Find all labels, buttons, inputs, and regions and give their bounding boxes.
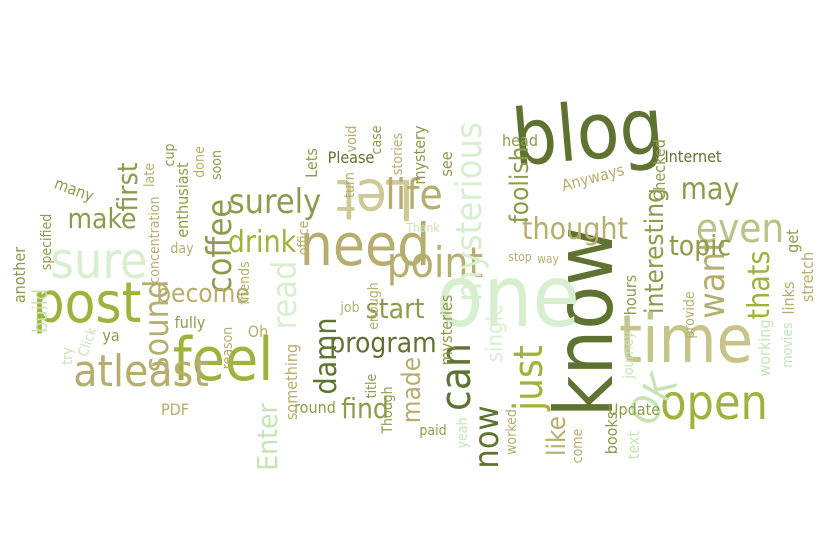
word-thought: thought xyxy=(521,212,629,247)
word-like: like xyxy=(542,415,572,457)
word-make: make xyxy=(67,202,137,235)
word-friends: friends xyxy=(237,261,253,305)
word-void: void xyxy=(344,125,360,153)
word-come: come xyxy=(570,428,586,464)
word-just: just xyxy=(506,345,552,411)
word-mysteries: mysteries xyxy=(437,294,456,366)
word-enthusiast: enthusiast xyxy=(173,162,192,238)
word-feel: feel xyxy=(172,325,274,395)
word-text: text xyxy=(624,430,643,460)
word-movies: movies xyxy=(780,322,796,368)
word-please: Please xyxy=(327,148,375,167)
word-foolish: foolish xyxy=(505,146,535,224)
word-start: start xyxy=(365,292,425,325)
word-drink: drink xyxy=(227,225,297,260)
word-many: many xyxy=(51,173,97,206)
word-mystery: mystery xyxy=(410,125,429,185)
word-read: read xyxy=(265,260,305,330)
word-made: made xyxy=(397,356,427,424)
word-round: round xyxy=(294,398,336,417)
word-late: late xyxy=(142,163,158,187)
word-time: time xyxy=(618,301,754,378)
word-day: day xyxy=(170,241,194,257)
word-paid: paid xyxy=(419,423,447,439)
word-reason: reason xyxy=(220,326,236,370)
word-update: Update xyxy=(607,400,661,419)
word-journey: journey xyxy=(621,331,637,379)
word-sure: sure xyxy=(50,232,148,290)
word-find: find xyxy=(341,392,389,425)
word-though: Though xyxy=(380,386,396,434)
word-enter: Enter xyxy=(251,403,284,471)
word-job: job xyxy=(340,300,360,316)
word-stretch: stretch xyxy=(798,251,817,303)
word-lets: Lets xyxy=(302,148,321,178)
word-done: done xyxy=(192,146,208,178)
word-pdf: PDF xyxy=(160,400,190,419)
word-case: case xyxy=(369,125,385,155)
word-another: another xyxy=(10,246,29,304)
word-mysterious: mysterious xyxy=(449,122,490,302)
word-cup: cup xyxy=(162,143,178,167)
word-oh: Oh xyxy=(247,322,269,341)
word-one: one xyxy=(436,247,580,347)
word-yeah: yeah xyxy=(455,417,471,449)
word-concentration: concentration xyxy=(147,196,163,284)
word-stop: stop xyxy=(508,250,532,264)
word-atleast: atleast xyxy=(73,346,209,397)
word-soon: soon xyxy=(209,150,225,180)
word-program: program xyxy=(329,326,437,359)
word-ya: ya xyxy=(102,326,120,345)
word-may: may xyxy=(680,172,740,207)
word-open: open xyxy=(660,375,768,431)
word-thank: Thank xyxy=(406,221,440,235)
word-provide: provide xyxy=(682,291,698,339)
word-try: try xyxy=(60,347,76,365)
word-hours: hours xyxy=(621,274,640,316)
word-single: single xyxy=(483,303,508,363)
word-office: office xyxy=(296,220,312,256)
word-need: need xyxy=(299,211,431,279)
word-something: something xyxy=(282,343,301,421)
word-turn: turn xyxy=(342,172,358,198)
word-post: post xyxy=(32,271,142,336)
word-specified: specified xyxy=(39,213,55,271)
word-get: get xyxy=(783,229,802,253)
word-way: way xyxy=(537,252,559,266)
word-thats: thats xyxy=(742,250,777,320)
word-working: working xyxy=(755,319,774,377)
word-topic: topic xyxy=(668,229,732,262)
word-life: life xyxy=(385,170,443,219)
word-worked: worked xyxy=(504,409,520,455)
word-interesting: interesting xyxy=(640,188,670,314)
word-even: even xyxy=(695,206,785,252)
word-fully: fully xyxy=(174,313,206,332)
word-see: see xyxy=(437,151,456,177)
word-stories: stories xyxy=(390,132,406,176)
word-point: point xyxy=(386,238,484,287)
word-head: head xyxy=(502,131,538,150)
word-become: become xyxy=(156,279,250,309)
word-checked: Checked xyxy=(650,139,669,201)
word-enough: enough xyxy=(366,282,382,330)
word-internet: Internet xyxy=(664,147,722,166)
word-links: links xyxy=(779,281,798,315)
word-surely: surely xyxy=(228,182,322,222)
word-title: title xyxy=(364,373,380,399)
word-now: now xyxy=(467,405,507,469)
word-build: build xyxy=(28,288,52,334)
